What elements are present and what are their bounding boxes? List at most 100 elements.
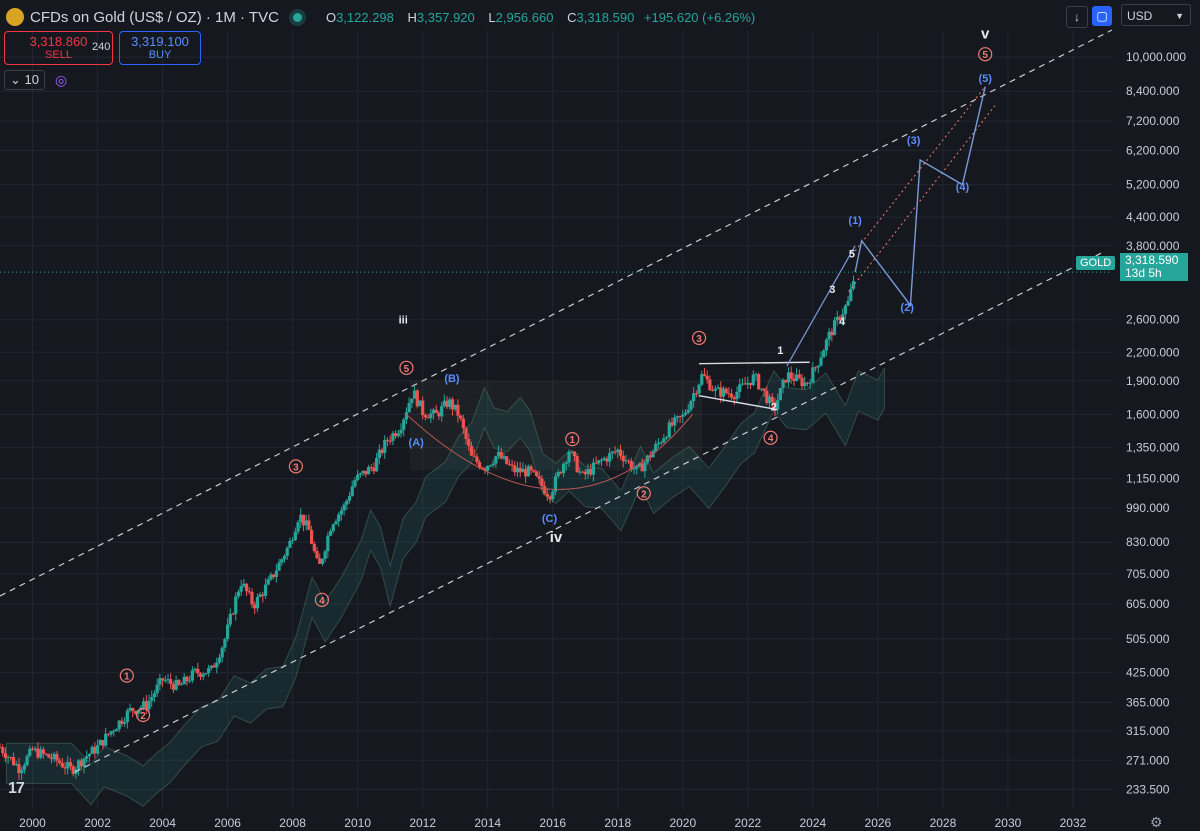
candle-body [849,288,853,301]
candle-body [472,455,476,457]
candle-body [190,670,194,681]
wave-label-circle [119,668,134,683]
wave-label: 2 [641,489,647,500]
candle-body [388,440,392,442]
y-tick-label: 1,150.000 [1126,472,1180,486]
wave-label: 1 [124,672,130,683]
candle-body [385,439,390,441]
sell-button[interactable]: 3,318.860 SELL [4,31,113,65]
candle-body [228,613,232,625]
candle-body [44,753,48,755]
candle-body [296,522,300,532]
candle-body [85,756,89,759]
candle-body [220,647,224,658]
currency-select[interactable]: USD ▼ [1121,4,1191,26]
candle-body [824,339,829,351]
candle-body [155,684,159,694]
candle-body [261,594,265,596]
wave-label-circle [691,330,707,346]
candle-body [716,387,720,389]
candle-body [551,491,555,500]
candle-body [448,399,452,407]
candle-body [323,551,327,559]
y-tick-label: 4,400.000 [1126,210,1180,224]
high-key: H [407,9,417,25]
candle-body [358,473,362,475]
candle-body [402,419,406,430]
chart-mode-button[interactable]: ▢ [1092,6,1112,26]
wave-label: 3 [829,284,835,296]
candle-body [337,514,341,522]
candle-body [686,409,690,413]
chevron-down-icon: ▼ [1175,11,1184,21]
candle-body [231,613,235,615]
candle-body [510,464,514,466]
candle-body [664,437,669,439]
y-tick-label: 2,200.000 [1126,345,1180,359]
low-key: L [488,9,496,25]
candle-body [410,398,414,403]
candle-body [375,457,379,472]
candle-body [841,314,845,321]
candle-body [14,764,18,766]
chevron-down-icon: ⌄ [10,72,21,87]
candle-body [673,417,677,426]
candle-body [456,404,460,416]
candle-body [537,476,541,479]
wave-label: 5 [982,50,988,61]
candle-body [434,409,438,414]
settings-gear-icon[interactable]: ⚙ [1150,814,1163,830]
wave-label: (A) [409,437,425,449]
wave-label: v [981,26,990,43]
buy-button[interactable]: 3,319.100 BUY [119,31,201,65]
open-value: 3,122.298 [336,9,394,25]
candle-body [342,504,346,511]
candle-body [767,396,772,404]
candle-body [808,382,812,384]
candle-body [28,748,32,756]
candle-body [697,384,701,394]
candle-body [543,486,547,494]
candle-body [561,463,566,474]
candle-body [244,583,249,592]
chart-header: CFDs on Gold (US$ / OZ) · 1M · TVC O3,12… [0,0,755,34]
candle-body [583,471,587,475]
candle-body [627,460,631,462]
candle-body [494,456,498,464]
candle-body [556,471,560,477]
candle-body [800,377,804,387]
candle-body [578,471,582,473]
candle-body [496,451,501,457]
candle-body [751,374,755,386]
candle-body [33,748,37,750]
arrow-down-button[interactable]: ↓ [1066,6,1088,28]
y-tick-label: 830.000 [1126,535,1170,549]
candle-body [247,591,251,593]
x-tick-label: 2002 [84,816,111,830]
candle-body [282,555,287,560]
sell-price: 3,318.860 [29,34,88,49]
candle-body [345,500,349,505]
indicator-legend[interactable]: ⌄ 10 ◎ [4,70,68,90]
buy-label: BUY [148,49,172,61]
symbol-title[interactable]: CFDs on Gold (US$ / OZ) · 1M · TVC [30,8,279,26]
candle-body [694,393,698,395]
wave-label: (3) [907,135,921,147]
candle-body [234,596,238,614]
symbol-price-label: GOLD [1076,256,1116,270]
candle-body [207,667,211,674]
last-price: 3,318.590 [1125,253,1179,267]
indicator-toggle[interactable]: ⌄ 10 [4,70,45,90]
candle-body [182,676,186,685]
candle-body [602,458,606,460]
candle-body [830,331,834,336]
wave-label: 3 [696,334,702,345]
candle-body [272,574,276,577]
wave-label: 2 [771,402,777,414]
candle-body [201,674,205,677]
candle-body [185,676,189,682]
candle-body [304,520,308,526]
ichimoku-icon[interactable]: ◎ [55,71,68,88]
candle-body [404,412,409,420]
